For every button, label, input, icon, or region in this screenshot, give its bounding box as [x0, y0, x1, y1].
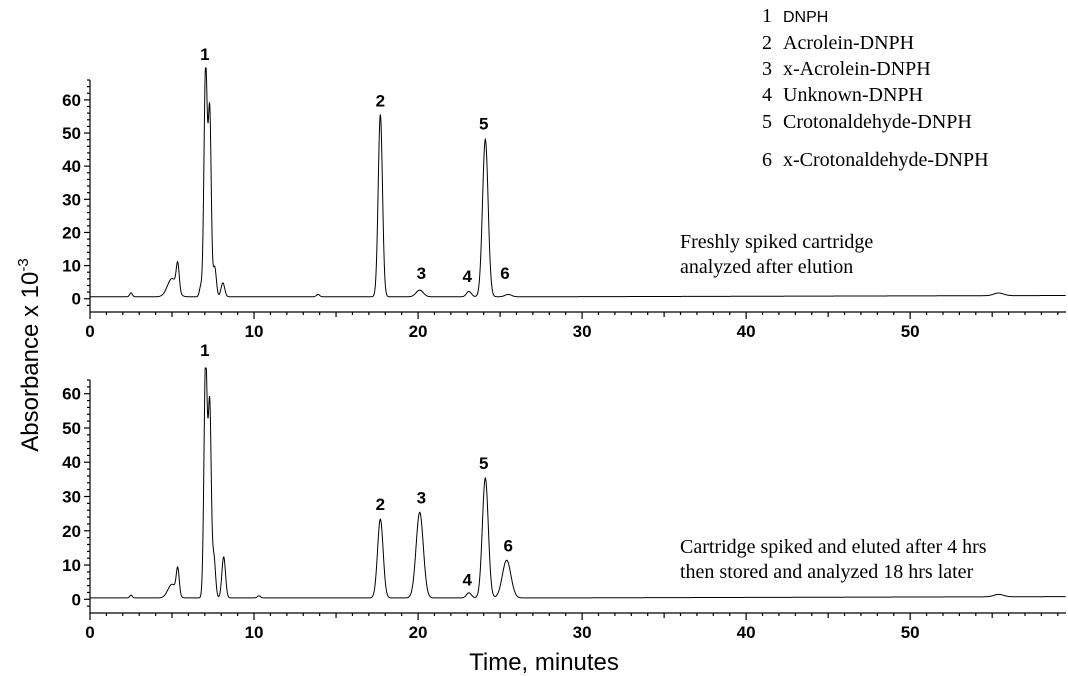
chromatogram-trace [90, 367, 1066, 599]
peak-label-1: 1 [200, 45, 209, 64]
y-tick-label: 30 [62, 488, 81, 507]
y-axis-title-base: Absorbance x 10 [17, 272, 44, 452]
legend-num-2: 2 [762, 32, 772, 54]
x-tick-label: 20 [409, 623, 428, 642]
legend-label-3: x-Acrolein-DNPH [783, 58, 931, 80]
legend-num-3: 3 [762, 58, 772, 80]
legend-num-6: 6 [762, 149, 772, 171]
y-tick-label: 10 [62, 556, 81, 575]
y-tick-label: 50 [62, 124, 81, 143]
peak-label-5: 5 [479, 454, 488, 473]
peak-label-5: 5 [479, 115, 488, 134]
x-tick-label: 30 [573, 322, 592, 341]
y-tick-label: 40 [62, 453, 81, 472]
top-chromatogram-panel: 0 10 20 30 40 50 60 0 10 20 30 40 50 1 2 3 4 5 6 [62, 45, 1066, 341]
y-tick-label: 10 [62, 257, 81, 276]
peak-label-3: 3 [417, 488, 426, 507]
bottom-chromatogram-panel: 0 10 20 30 40 50 60 0 10 20 30 40 50 1 2 3 4 5 6 [62, 341, 1066, 642]
y-tick-label: 0 [72, 290, 81, 309]
bottom-annotation-line-1: Cartridge spiked and eluted after 4 hrs [680, 536, 987, 558]
x-tick-label: 30 [573, 623, 592, 642]
chromatogram-trace [90, 67, 1066, 298]
x-axis-title: Time, minutes [469, 649, 619, 676]
y-tick-label: 20 [62, 223, 81, 242]
y-tick-label: 20 [62, 522, 81, 541]
y-tick-label: 0 [72, 590, 81, 609]
peak-label-2: 2 [376, 495, 385, 514]
legend: 1 DNPH 2 Acrolein-DNPH 3 x-Acrolein-DNPH… [762, 5, 989, 171]
x-tick-label: 40 [737, 623, 756, 642]
peak-label-2: 2 [376, 92, 385, 111]
peak-label-6: 6 [504, 536, 513, 555]
peak-label-4: 4 [463, 267, 473, 286]
legend-label-5: Crotonaldehyde-DNPH [783, 111, 972, 133]
y-tick-label: 60 [62, 91, 81, 110]
x-tick-label: 40 [737, 322, 756, 341]
legend-label-4: Unknown-DNPH [783, 84, 923, 106]
x-tick-label: 50 [901, 322, 920, 341]
legend-label-6: x-Crotonaldehyde-DNPH [783, 149, 989, 171]
legend-label-1: DNPH [783, 9, 828, 26]
top-annotation-line-2: analyzed after elution [680, 256, 853, 278]
x-tick-label: 20 [409, 322, 428, 341]
peak-label-4: 4 [463, 571, 473, 590]
bottom-annotation-line-2: then stored and analyzed 18 hrs later [680, 561, 974, 583]
legend-num-1: 1 [762, 5, 772, 27]
y-axis-title-exponent: -3 [15, 258, 32, 271]
peak-label-3: 3 [417, 264, 426, 283]
x-tick-label: 50 [901, 623, 920, 642]
y-tick-label: 60 [62, 385, 81, 404]
legend-num-5: 5 [762, 111, 772, 133]
y-tick-label: 30 [62, 190, 81, 209]
x-tick-label: 0 [85, 623, 94, 642]
peak-label-6: 6 [500, 264, 509, 283]
y-tick-label: 40 [62, 157, 81, 176]
y-tick-label: 50 [62, 419, 81, 438]
x-tick-label: 10 [245, 623, 264, 642]
y-axis-title: Absorbance x 10-3 [15, 258, 44, 451]
legend-label-2: Acrolein-DNPH [783, 32, 914, 54]
top-annotation-line-1: Freshly spiked cartridge [680, 231, 873, 253]
x-tick-label: 10 [245, 322, 264, 341]
legend-num-4: 4 [762, 84, 772, 106]
x-tick-label: 0 [85, 322, 94, 341]
peak-label-1: 1 [200, 341, 209, 360]
